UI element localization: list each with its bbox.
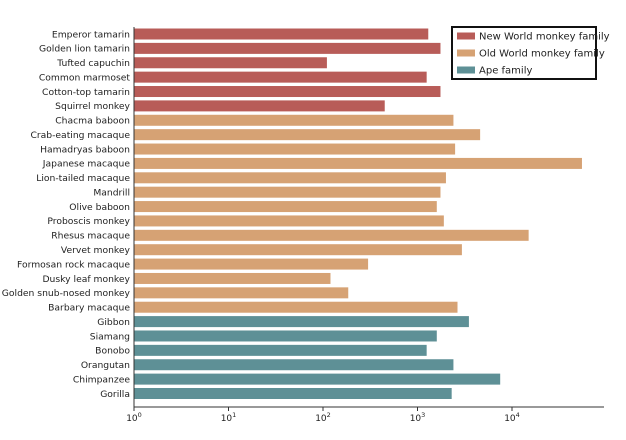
- category-label: Orangutan: [81, 360, 130, 371]
- x-axis-ticks: 100 101 102 103 104: [126, 407, 520, 424]
- x-tick-label: 100: [126, 411, 142, 424]
- bar-dusky-leaf-monkey: [134, 272, 331, 284]
- category-label: Squirrel monkey: [55, 101, 130, 112]
- category-label: Chimpanzee: [73, 374, 131, 385]
- category-label: Emperor tamarin: [52, 29, 130, 40]
- bar-cotton-top-tamarin: [134, 86, 441, 98]
- x-tick-label: 104: [504, 411, 520, 424]
- bar-bonobo: [134, 344, 427, 356]
- category-label: Hamadryas baboon: [40, 144, 130, 155]
- bar-golden-lion-tamarin: [134, 42, 441, 54]
- legend-label: New World monkey family: [479, 32, 610, 43]
- category-label: Dusky leaf monkey: [42, 274, 130, 285]
- bar-vervet-monkey: [134, 244, 462, 256]
- bar-crab-eating-macaque: [134, 129, 481, 141]
- bar-proboscis-monkey: [134, 215, 444, 227]
- bar-lion-tailed-macaque: [134, 172, 446, 184]
- category-label: Common marmoset: [39, 72, 131, 83]
- bar-siamang: [134, 330, 437, 342]
- bar-gibbon: [134, 316, 469, 328]
- category-label: Lion-tailed macaque: [36, 173, 130, 184]
- bar-barbary-macaque: [134, 301, 458, 313]
- bar-chimpanzee: [134, 373, 501, 385]
- bar-olive-baboon: [134, 201, 437, 213]
- bar-japanese-macaque: [134, 157, 582, 169]
- category-label: Cotton-top tamarin: [42, 87, 130, 98]
- category-label: Olive baboon: [69, 202, 130, 213]
- category-label: Gibbon: [97, 317, 130, 328]
- category-label: Japanese macaque: [42, 159, 131, 170]
- category-label: Gorilla: [100, 389, 130, 400]
- bars-group: [134, 28, 582, 399]
- legend-label: Ape family: [479, 66, 532, 77]
- bar-chacma-baboon: [134, 114, 454, 126]
- category-label: Formosan rock macaque: [17, 259, 130, 270]
- legend-swatch: [457, 32, 475, 40]
- category-labels: Emperor tamarin Golden lion tamarin Tufted…: [2, 29, 131, 400]
- category-label: Rhesus macaque: [51, 231, 130, 242]
- legend-swatch: [457, 49, 475, 57]
- category-label: Crab-eating macaque: [30, 130, 130, 141]
- x-tick-label: 103: [410, 411, 426, 424]
- x-tick-label: 102: [315, 411, 331, 424]
- bar-formosan-rock-macaque: [134, 258, 369, 270]
- category-label: Proboscis monkey: [47, 216, 130, 227]
- legend-swatch: [457, 66, 475, 74]
- bar-tufted-capuchin: [134, 57, 327, 69]
- legend-label: Old World monkey family: [479, 49, 605, 60]
- category-label: Golden snub-nosed monkey: [2, 288, 131, 299]
- bar-emperor-tamarin: [134, 28, 429, 40]
- bar-mandrill: [134, 186, 441, 198]
- legend-box: [451, 26, 597, 80]
- bar-common-marmoset: [134, 71, 427, 83]
- bar-hamadryas-baboon: [134, 143, 456, 155]
- bar-rhesus-macaque: [134, 229, 529, 241]
- legend: New World monkey family Old World monkey …: [451, 26, 610, 80]
- category-label: Mandrill: [93, 187, 130, 198]
- category-label: Chacma baboon: [55, 116, 130, 127]
- bar-squirrel-monkey: [134, 100, 385, 112]
- category-label: Siamang: [90, 331, 130, 342]
- category-label: Vervet monkey: [61, 245, 131, 256]
- category-label: Golden lion tamarin: [39, 44, 130, 55]
- category-label: Tufted capuchin: [56, 58, 130, 69]
- category-label: Barbary macaque: [48, 303, 130, 314]
- bar-orangutan: [134, 359, 454, 371]
- category-label: Bonobo: [95, 346, 130, 357]
- x-tick-label: 101: [221, 411, 237, 424]
- bar-golden-snub-nosed-monkey: [134, 287, 349, 299]
- bar-gorilla: [134, 388, 452, 399]
